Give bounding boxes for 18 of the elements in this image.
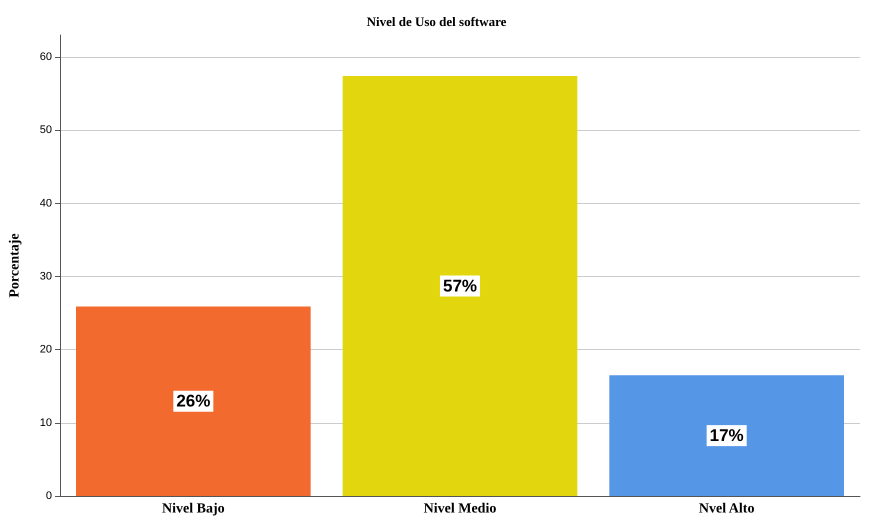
- x-tick-label: Nvel Alto: [698, 502, 754, 516]
- y-tick-label: 20: [40, 344, 52, 356]
- y-tick-label: 40: [40, 197, 52, 210]
- chart-title: Nivel de Uso del software: [366, 14, 507, 29]
- y-tick-label: 0: [46, 490, 52, 502]
- x-tick-label: Nivel Medio: [424, 502, 496, 516]
- y-tick-label: 10: [40, 416, 52, 429]
- y-axis-title: Porcentaje: [8, 233, 22, 298]
- data-label: 17%: [710, 426, 744, 446]
- x-tick-label: Nivel Bajo: [162, 502, 225, 516]
- y-tick-label: 30: [40, 270, 52, 282]
- y-tick-label: 60: [40, 50, 52, 63]
- data-label: 26%: [176, 392, 210, 411]
- data-label: 57%: [442, 276, 478, 296]
- bar: [342, 76, 578, 496]
- y-tick-label: 50: [40, 124, 52, 136]
- bar: [609, 375, 844, 496]
- bar: [76, 306, 311, 496]
